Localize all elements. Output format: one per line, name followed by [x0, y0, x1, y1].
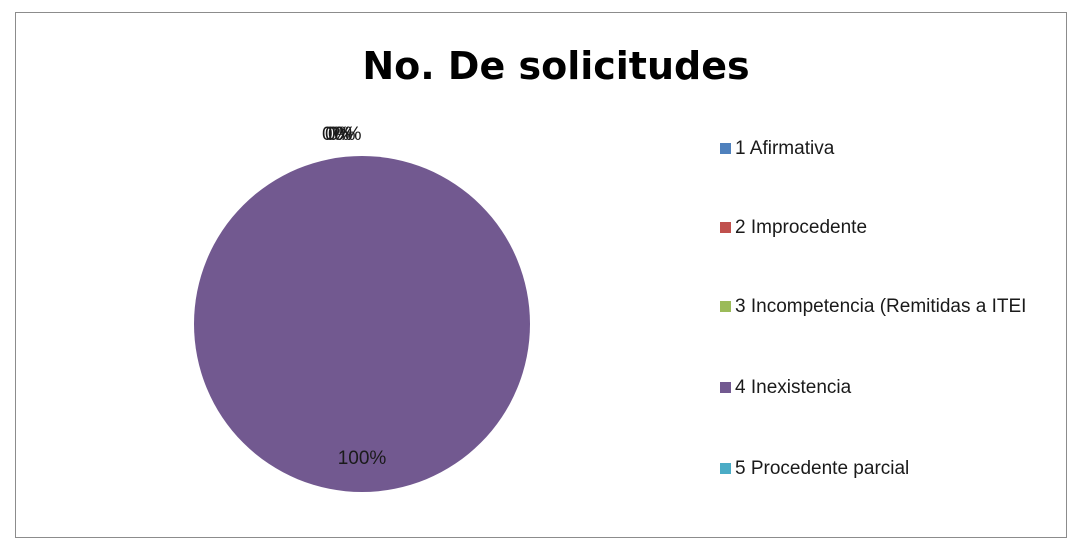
chart-title: No. De solicitudes [362, 44, 750, 88]
data-label-1-afirmativa: 0% [322, 124, 350, 145]
data-label-3-incompetencia-remitidas-a-itei: 0% [328, 124, 356, 145]
chart-frame [15, 12, 1067, 538]
legend-item-procedente-parcial: 5 Procedente parcial [720, 455, 1068, 482]
legend-item-incompetencia: 3 Incompetencia (Remitidas a ITEI [720, 293, 1068, 320]
legend-swatch-inexistencia [720, 382, 731, 393]
legend-swatch-incompetencia [720, 301, 731, 312]
legend-label-inexistencia: 4 Inexistencia [735, 377, 852, 398]
legend-swatch-improcedente [720, 222, 731, 233]
data-label-4-inexistencia: 100% [338, 448, 387, 469]
legend-label-procedente-parcial: 5 Procedente parcial [735, 458, 910, 479]
legend-item-improcedente: 2 Improcedente [720, 214, 1068, 241]
legend-label-afirmativa: 1 Afirmativa [735, 138, 835, 159]
pie-chart: 0%0%0%100%0% [194, 124, 530, 492]
legend-item-afirmativa: 1 Afirmativa [720, 135, 1068, 162]
legend-label-improcedente: 2 Improcedente [735, 217, 868, 238]
legend-swatch-procedente-parcial [720, 463, 731, 474]
data-label-2-improcedente: 0% [325, 124, 353, 145]
data-label-5-procedente-parcial: 0% [334, 124, 362, 145]
legend-item-inexistencia: 4 Inexistencia [720, 374, 1068, 401]
legend-swatch-afirmativa [720, 143, 731, 154]
pie-slice-4-inexistencia [194, 156, 530, 492]
legend-label-incompetencia: 3 Incompetencia (Remitidas a ITEI [735, 296, 1027, 317]
